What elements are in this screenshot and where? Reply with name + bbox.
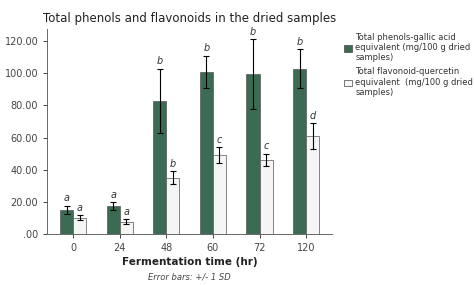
- X-axis label: Fermentation time (hr): Fermentation time (hr): [122, 257, 257, 267]
- Bar: [153, 101, 166, 234]
- Text: a: a: [64, 193, 70, 203]
- Text: b: b: [250, 27, 256, 36]
- Bar: [119, 222, 133, 234]
- Bar: [107, 206, 119, 234]
- Text: b: b: [297, 37, 303, 47]
- Bar: [260, 160, 273, 234]
- Text: a: a: [110, 190, 116, 200]
- Text: c: c: [264, 141, 269, 151]
- Text: b: b: [203, 43, 210, 53]
- Text: Error bars: +/- 1 SD: Error bars: +/- 1 SD: [148, 272, 231, 281]
- Text: b: b: [170, 159, 176, 169]
- Text: a: a: [77, 203, 82, 213]
- Text: a: a: [123, 207, 129, 217]
- Bar: [60, 210, 73, 234]
- Text: c: c: [217, 135, 222, 145]
- Title: Total phenols and flavonoids in the dried samples: Total phenols and flavonoids in the drie…: [43, 12, 336, 25]
- Bar: [213, 155, 226, 234]
- Bar: [166, 178, 179, 234]
- Bar: [73, 218, 86, 234]
- Bar: [200, 72, 213, 234]
- Bar: [246, 74, 260, 234]
- Legend: Total phenols-gallic acid
equivalent (mg/100 g dried
samples), Total flavonoid-q: Total phenols-gallic acid equivalent (mg…: [345, 33, 473, 97]
- Bar: [306, 136, 319, 234]
- Bar: [293, 69, 306, 234]
- Text: d: d: [310, 111, 316, 121]
- Text: b: b: [156, 56, 163, 66]
